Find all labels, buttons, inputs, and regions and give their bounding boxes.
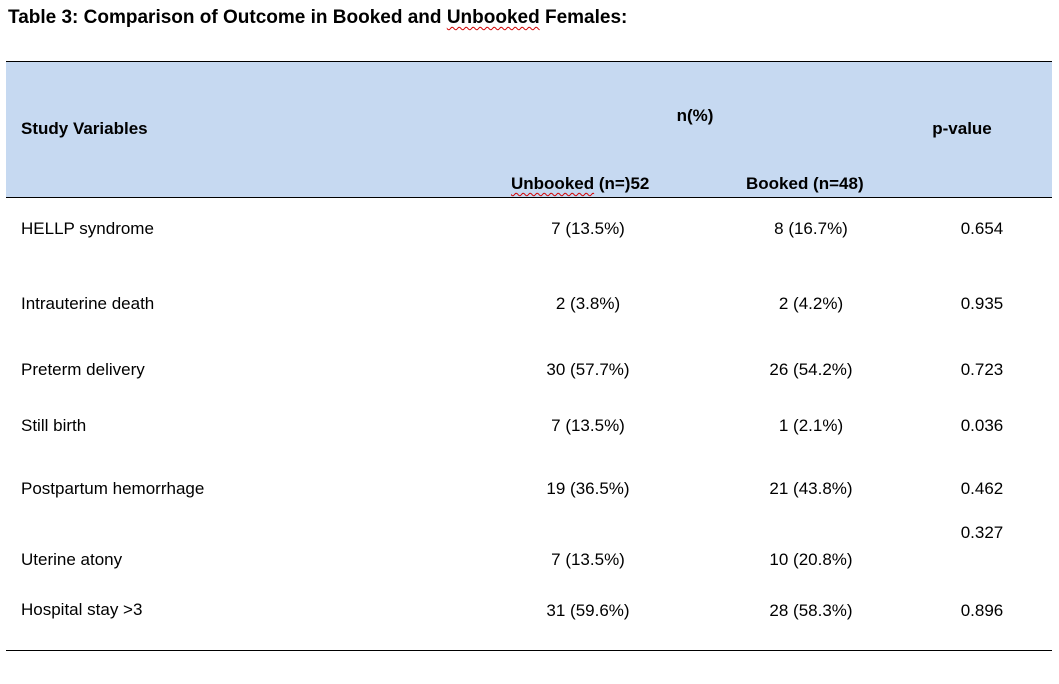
table-bottom-rule (6, 650, 1052, 651)
header-booked: Booked (n=48) (746, 174, 864, 193)
title-spellcheck-word: Unbooked (446, 7, 540, 28)
row-preterm-variable: Preterm delivery (21, 360, 145, 379)
row-stillbirth-variable: Still birth (21, 416, 87, 435)
row-pph-variable: Postpartum hemorrhage (21, 479, 205, 498)
row-preterm-unbooked: 30 (57.7%) (546, 360, 630, 379)
header-unbooked-count: (n=)52 (594, 174, 650, 193)
row-preterm-p-value: 0.723 (960, 360, 1004, 379)
row-hellp-p-value: 0.654 (960, 219, 1004, 238)
row-atony-booked: 10 (20.8%) (769, 550, 853, 569)
row-pph-p-value: 0.462 (960, 479, 1004, 498)
row-hellp-booked: 8 (16.7%) (774, 219, 848, 238)
row-intrauterine-unbooked: 2 (3.8%) (555, 294, 621, 313)
row-intrauterine-booked: 2 (4.2%) (778, 294, 844, 313)
table-title: Table 3: Comparison of Outcome in Booked… (8, 7, 627, 29)
table-header-band (6, 61, 1052, 197)
header-study-variables: Study Variables (21, 119, 148, 138)
row-intrauterine-variable: Intrauterine death (21, 294, 155, 313)
row-pph-booked: 21 (43.8%) (769, 479, 853, 498)
table-header-rule (6, 197, 1052, 198)
row-hellp-unbooked: 7 (13.5%) (551, 219, 625, 238)
row-hospital-stay-unbooked: 31 (59.6%) (546, 601, 630, 620)
row-preterm-booked: 26 (54.2%) (769, 360, 853, 379)
table-top-rule (6, 61, 1052, 62)
row-atony-variable: Uterine atony (21, 550, 123, 569)
row-pph-unbooked: 19 (36.5%) (546, 479, 630, 498)
header-unbooked: Unbooked (n=)52 (511, 174, 649, 194)
row-stillbirth-p-value: 0.036 (960, 416, 1004, 435)
title-text-start: Table 3: Comparison of Outcome in Booked… (8, 7, 447, 28)
row-stillbirth-unbooked: 7 (13.5%) (551, 416, 625, 435)
row-hospital-stay-p-value: 0.896 (960, 601, 1004, 620)
row-hospital-stay-booked: 28 (58.3%) (769, 601, 853, 620)
header-n-percent: n(%) (676, 106, 714, 125)
title-text-end: Females: (539, 7, 628, 28)
row-hellp-variable: HELLP syndrome (21, 219, 154, 238)
row-atony-unbooked: 7 (13.5%) (551, 550, 625, 569)
row-stillbirth-booked: 1 (2.1%) (778, 416, 844, 435)
row-hospital-stay-variable: Hospital stay >3 (21, 600, 143, 619)
header-p-value: p-value (932, 119, 992, 138)
row-atony-p-value: 0.327 (960, 523, 1004, 542)
row-intrauterine-p-value: 0.935 (960, 294, 1004, 313)
header-unbooked-spellcheck-word: Unbooked (511, 174, 595, 193)
